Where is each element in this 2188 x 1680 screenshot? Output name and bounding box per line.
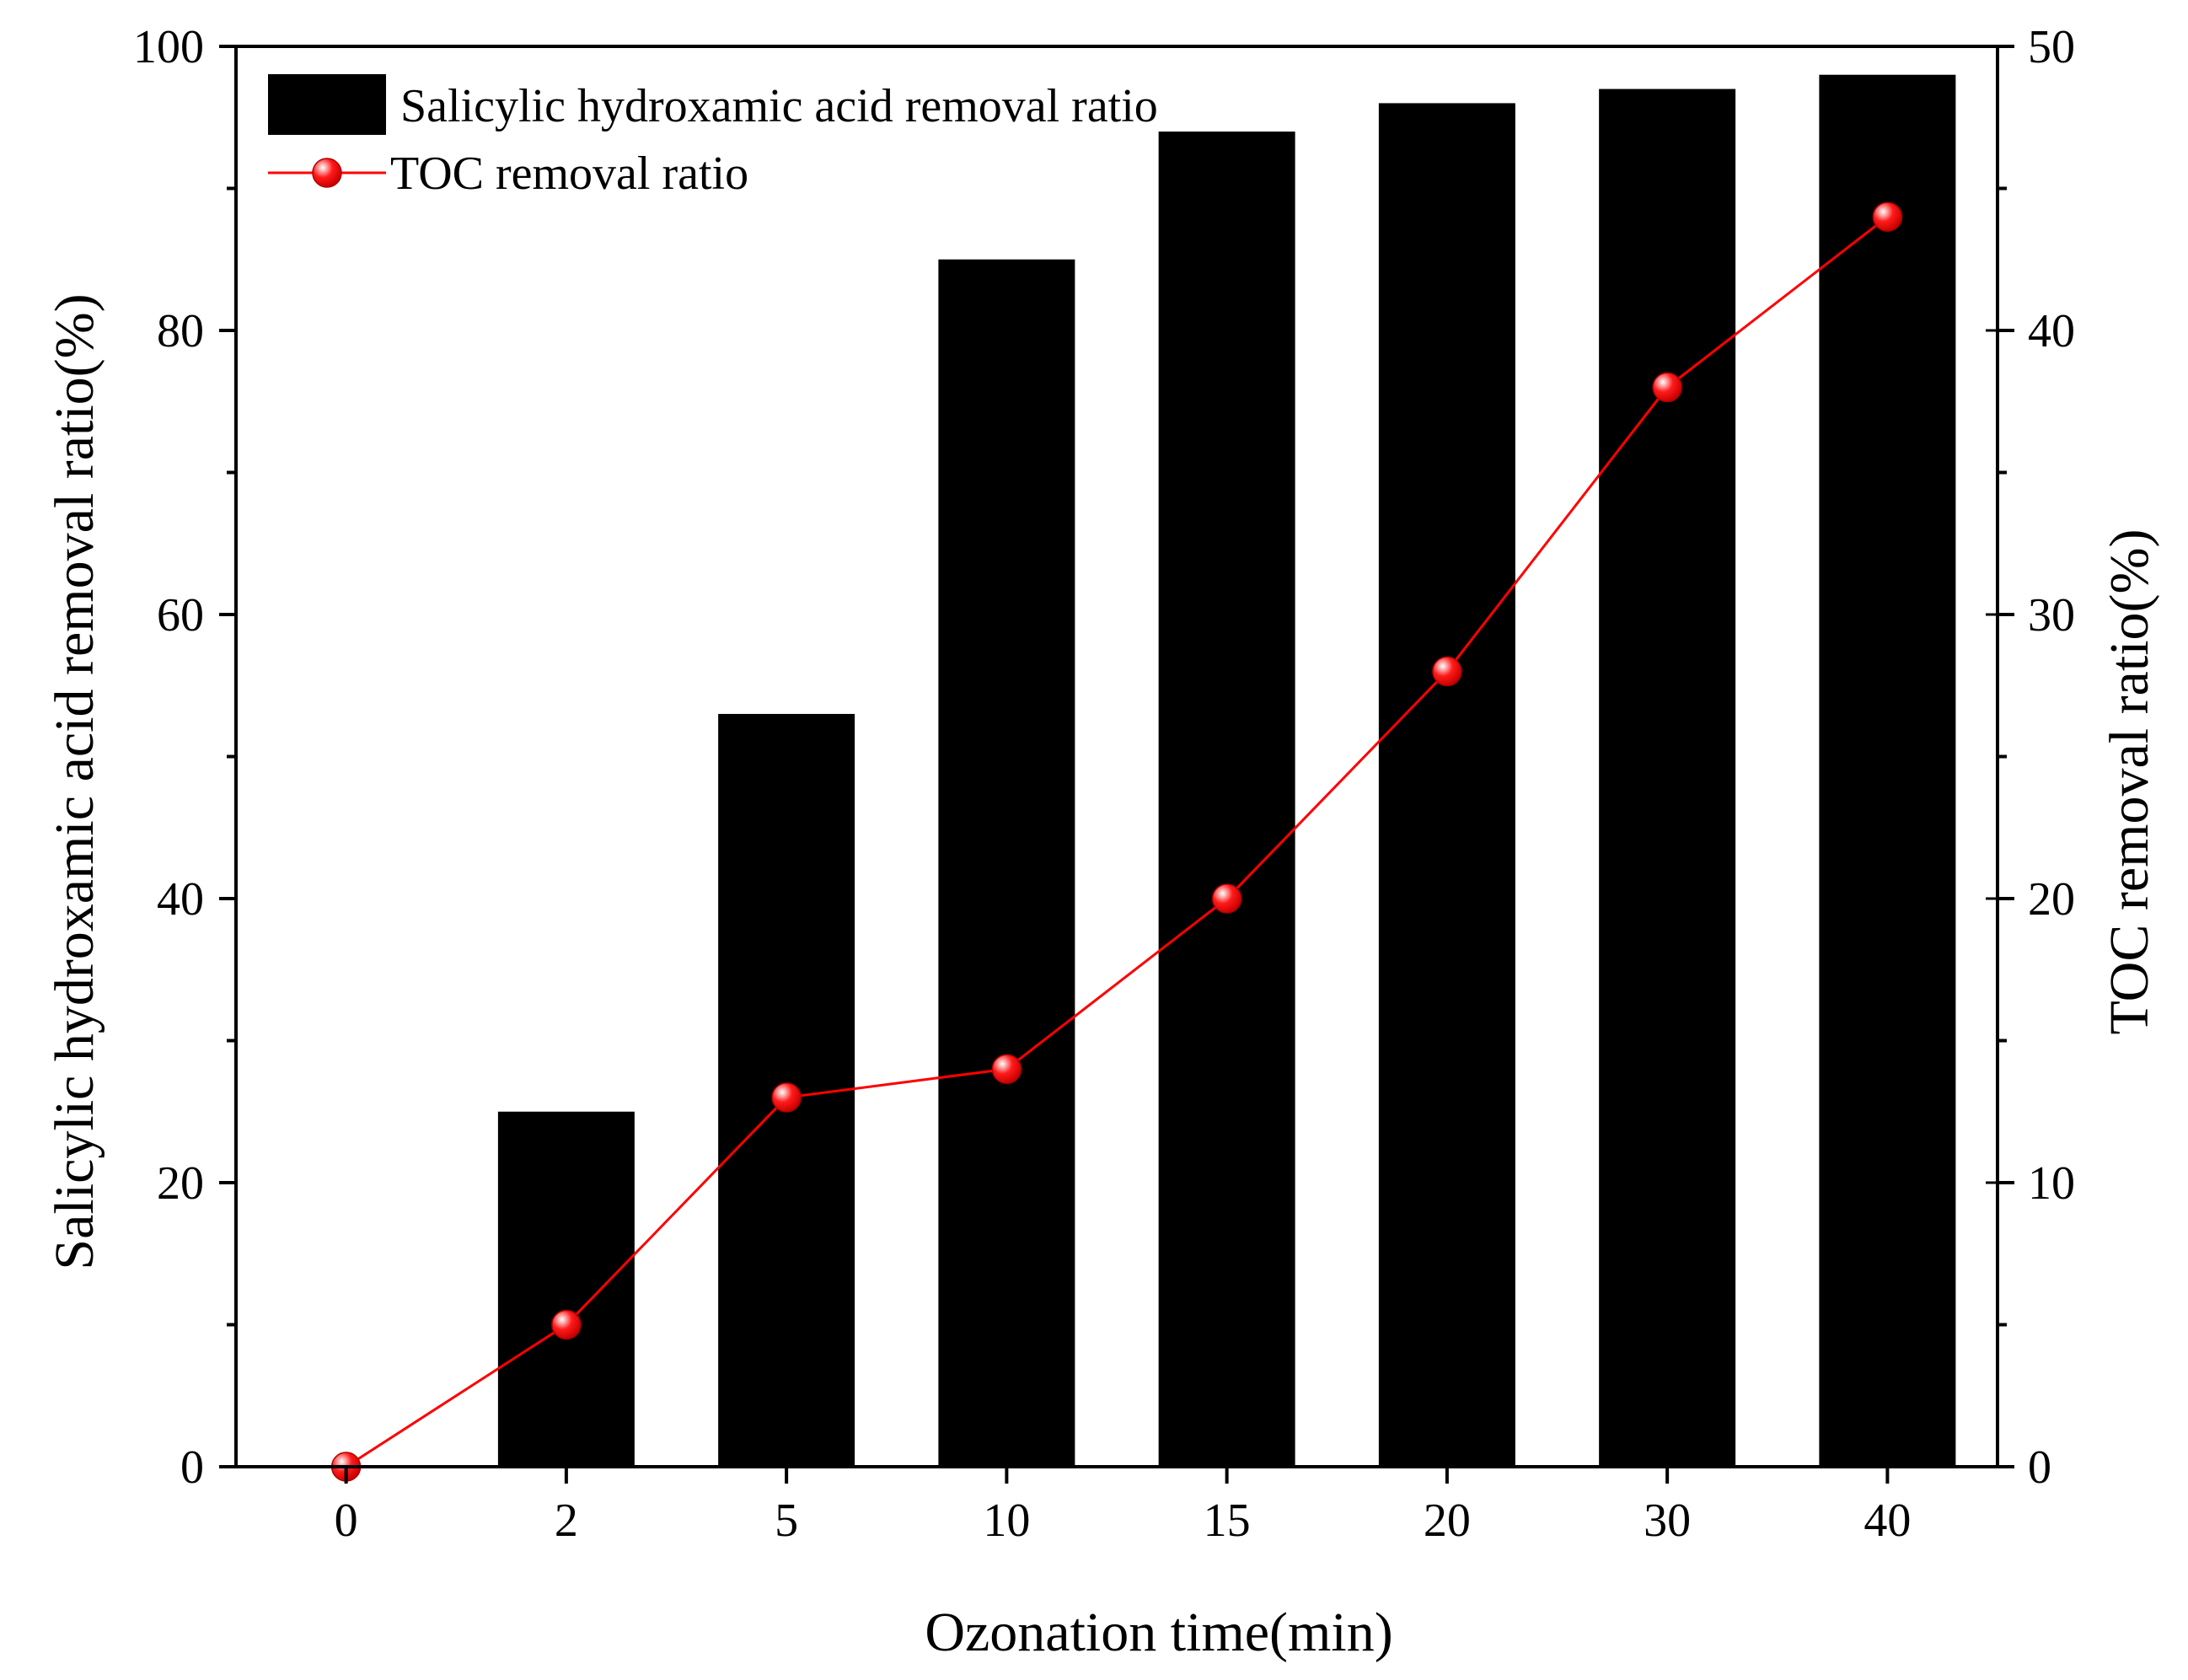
x-tick-label: 5 [775,1495,798,1547]
bar-20 [1378,103,1515,1467]
y-left-axis-title: Salicylic hydroxamic acid removal ratio(… [44,293,105,1269]
y-right-tick-label: 30 [2028,589,2075,641]
legend-bar-swatch [268,74,386,135]
y-left-tick-label: 80 [157,305,204,357]
y-right-tick-label: 0 [2028,1441,2051,1494]
y-left-tick-label: 60 [157,589,204,641]
toc-point-40 [1872,201,1903,232]
y-left-tick-label: 100 [133,21,204,73]
y-left-tick-label: 0 [180,1441,204,1494]
toc-line-layer [330,201,1903,1482]
toc-point-5 [771,1082,802,1113]
x-tick-label: 10 [983,1495,1030,1547]
toc-point-20 [1432,656,1462,687]
y-right-tick-label: 20 [2028,873,2075,926]
bars-layer [497,74,1956,1468]
tick-labels-layer: 0 20 40 60 80 100 0 10 20 30 40 50 0 2 5 10 15 20 30 40 [133,21,2075,1547]
legend-line-label: TOC removal ratio [390,148,748,200]
bar-40 [1819,74,1956,1468]
y-right-tick-label: 40 [2028,305,2075,357]
legend: Salicylic hydroxamic acid removal ratio … [268,74,1158,200]
bar-2 [497,1111,635,1467]
x-tick-label: 15 [1204,1495,1251,1547]
y-right-tick-label: 50 [2028,21,2075,73]
toc-line [345,216,1889,1468]
x-tick-label: 20 [1424,1495,1471,1547]
x-tick-label: 0 [335,1495,358,1547]
y-left-tick-label: 40 [157,873,204,926]
toc-point-2 [551,1309,582,1340]
toc-point-10 [991,1054,1022,1084]
x-axis-title: Ozonation time(min) [925,1602,1392,1663]
bar-30 [1599,89,1736,1467]
y-right-axis-title: TOC removal ratio(%) [2099,529,2160,1035]
ticks-layer [219,45,2014,1484]
x-tick-label: 2 [555,1495,578,1547]
legend-bar-label: Salicylic hydroxamic acid removal ratio [400,80,1158,132]
toc-point-15 [1211,883,1242,914]
bar-10 [938,259,1075,1467]
x-tick-label: 30 [1644,1495,1691,1547]
bar-15 [1158,132,1295,1468]
x-tick-label: 40 [1864,1495,1911,1547]
y-right-tick-label: 10 [2028,1157,2075,1210]
y-left-tick-label: 20 [157,1157,204,1210]
toc-point-30 [1652,372,1682,403]
legend-marker-swatch [312,158,342,188]
